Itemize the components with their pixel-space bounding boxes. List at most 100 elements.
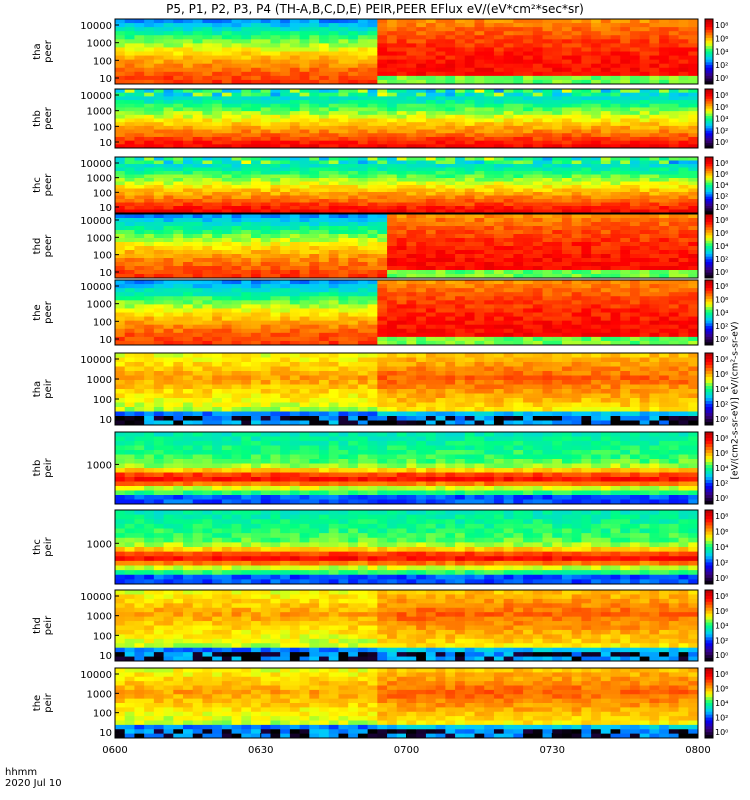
- colorbar-swatch: [705, 194, 713, 198]
- heatmap-cell: [503, 133, 514, 138]
- heatmap-cell: [629, 31, 641, 36]
- heatmap-cell: [629, 222, 641, 227]
- heatmap-cell: [173, 192, 184, 196]
- heatmap-cell: [425, 274, 437, 279]
- heatmap-cell: [688, 43, 699, 48]
- heatmap-cell: [241, 230, 252, 235]
- heatmap-cell: [416, 332, 427, 338]
- heatmap-cell: [202, 160, 213, 165]
- heatmap-cell: [620, 280, 631, 285]
- heatmap-cell: [600, 242, 612, 247]
- heatmap-cell: [639, 242, 650, 247]
- heatmap-cell: [435, 246, 446, 251]
- heatmap-cell: [455, 181, 466, 186]
- heatmap-cell: [241, 288, 252, 293]
- heatmap-cell: [620, 292, 631, 297]
- heatmap-cell: [639, 262, 650, 267]
- heatmap-cell: [659, 274, 670, 279]
- heatmap-cell: [668, 238, 680, 243]
- heatmap-cell: [387, 79, 398, 85]
- heatmap-cell: [455, 107, 466, 112]
- heatmap-cell: [649, 202, 660, 207]
- heatmap-cell: [688, 226, 699, 231]
- heatmap-cell: [251, 324, 262, 330]
- heatmap-cell: [620, 270, 631, 275]
- heatmap-cell: [115, 242, 126, 247]
- heatmap-cell: [435, 324, 446, 330]
- heatmap-cell: [435, 254, 446, 259]
- heatmap-cell: [620, 157, 631, 161]
- heatmap-cell: [445, 118, 456, 123]
- heatmap-cell: [173, 122, 184, 127]
- heatmap-cell: [251, 118, 262, 123]
- heatmap-cell: [620, 27, 631, 32]
- colorbar: [704, 88, 714, 149]
- heatmap-cell: [231, 79, 242, 85]
- heatmap-cell: [231, 92, 242, 97]
- heatmap-cell: [396, 51, 407, 57]
- heatmap-cell: [357, 71, 369, 77]
- heatmap-cell: [241, 75, 252, 81]
- heatmap-cell: [668, 324, 680, 330]
- heatmap-cell: [387, 122, 398, 127]
- y-tick-label: 10: [99, 138, 112, 149]
- heatmap-cell: [270, 103, 281, 108]
- heatmap-cell: [416, 59, 427, 65]
- heatmap-cell: [591, 324, 602, 330]
- colorbar-swatch: [705, 312, 713, 316]
- heatmap-cell: [251, 51, 262, 57]
- heatmap-cell: [260, 234, 271, 239]
- heatmap-cell: [134, 75, 145, 81]
- heatmap-cell: [280, 55, 291, 61]
- heatmap-cell: [309, 316, 320, 322]
- heatmap-cell: [309, 202, 320, 207]
- colorbar-swatch: [705, 189, 713, 193]
- heatmap-cell: [241, 89, 252, 94]
- heatmap-cell: [688, 192, 699, 196]
- heatmap-cell: [183, 209, 194, 214]
- heatmap-cell: [581, 316, 592, 322]
- heatmap-cell: [260, 324, 271, 330]
- heatmap-cell: [134, 35, 145, 40]
- heatmap-cell: [192, 140, 203, 145]
- heatmap-cell: [338, 125, 349, 131]
- heatmap-cell: [192, 188, 203, 193]
- heatmap-cell: [377, 209, 388, 214]
- heatmap-cell: [289, 284, 301, 289]
- heatmap-cell: [134, 174, 145, 179]
- heatmap-cell: [280, 280, 291, 285]
- heatmap-cell: [338, 111, 349, 116]
- heatmap-cell: [231, 250, 242, 255]
- heatmap-cell: [377, 234, 388, 239]
- heatmap-cell: [221, 103, 233, 108]
- heatmap-cell: [241, 340, 252, 346]
- heatmap-cell: [639, 125, 650, 131]
- heatmap-cell: [231, 218, 242, 223]
- heatmap-cell: [620, 118, 631, 123]
- heatmap-cell: [406, 23, 417, 28]
- heatmap-cell: [134, 288, 145, 293]
- heatmap-cell: [552, 114, 563, 119]
- heatmap-cell: [241, 199, 252, 203]
- heatmap-cell: [289, 27, 301, 32]
- heatmap-cell: [221, 157, 233, 161]
- heatmap-cell: [221, 274, 233, 279]
- heatmap-cell: [173, 79, 184, 85]
- heatmap-cell: [338, 92, 349, 97]
- heatmap-cell: [455, 246, 466, 251]
- heatmap-cell: [270, 242, 281, 247]
- heatmap-cell: [435, 199, 446, 203]
- heatmap-cell: [493, 107, 505, 112]
- heatmap-cell: [212, 202, 223, 207]
- heatmap-cell: [144, 304, 155, 309]
- heatmap-cell: [134, 39, 145, 44]
- heatmap-cell: [241, 118, 252, 123]
- heatmap-cell: [484, 270, 495, 275]
- heatmap-cell: [542, 140, 553, 145]
- heatmap-cell: [357, 340, 369, 346]
- heatmap-cell: [571, 43, 582, 48]
- heatmap-cell: [455, 71, 466, 77]
- heatmap-cell: [289, 254, 301, 259]
- heatmap-cell: [610, 157, 621, 161]
- heatmap-cell: [668, 75, 680, 81]
